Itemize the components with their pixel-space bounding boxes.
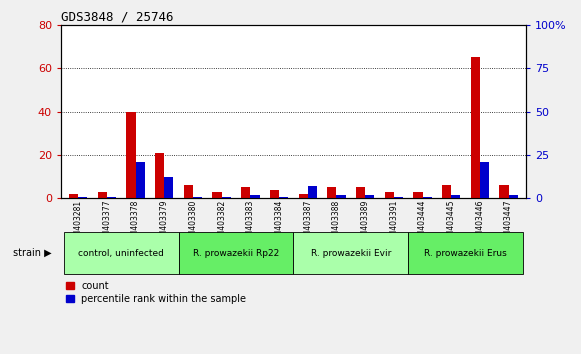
Bar (64, 233, 178, 274)
Bar (98, 192, 107, 198)
Bar (308, 186, 317, 198)
Text: R. prowazekii Rp22: R. prowazekii Rp22 (193, 249, 279, 258)
Text: GSM403446: GSM403446 (475, 200, 485, 246)
Bar (500, 185, 508, 198)
Bar (336, 195, 346, 198)
Bar (213, 192, 222, 198)
Bar (356, 187, 365, 198)
Text: R. prowazekii Erus: R. prowazekii Erus (424, 249, 507, 258)
Bar (69, 194, 78, 198)
Bar (365, 195, 374, 198)
Bar (164, 177, 174, 198)
Text: GDS3848 / 25746: GDS3848 / 25746 (61, 11, 174, 24)
Bar (135, 162, 145, 198)
Text: control, uninfected: control, uninfected (78, 249, 164, 258)
Bar (480, 162, 489, 198)
Bar (241, 187, 250, 198)
Bar (408, 233, 523, 274)
Bar (385, 192, 394, 198)
Bar (299, 194, 308, 198)
Text: R. prowazekii Evir: R. prowazekii Evir (311, 249, 391, 258)
Bar (155, 153, 164, 198)
Bar (327, 187, 336, 198)
Text: GSM403388: GSM403388 (332, 200, 341, 246)
Text: GSM403281: GSM403281 (74, 200, 83, 246)
Text: GSM403444: GSM403444 (418, 200, 427, 246)
Text: GSM403447: GSM403447 (504, 200, 513, 246)
Text: GSM403391: GSM403391 (389, 200, 399, 246)
Bar (78, 196, 87, 198)
Text: GSM403383: GSM403383 (246, 200, 255, 246)
Text: GSM403377: GSM403377 (102, 200, 112, 246)
Bar (184, 185, 193, 198)
Text: strain ▶: strain ▶ (13, 248, 52, 258)
Bar (193, 196, 202, 198)
Bar (127, 112, 135, 198)
Bar (413, 192, 422, 198)
Bar (270, 190, 279, 198)
Bar (508, 195, 518, 198)
Bar (442, 185, 451, 198)
Text: GSM403389: GSM403389 (361, 200, 370, 246)
Bar (107, 196, 116, 198)
Bar (293, 233, 408, 274)
Bar (451, 195, 460, 198)
Bar (422, 196, 432, 198)
Text: GSM403379: GSM403379 (160, 200, 169, 246)
Bar (178, 233, 293, 274)
Bar (250, 195, 260, 198)
Bar (222, 196, 231, 198)
Bar (394, 196, 403, 198)
Text: GSM403382: GSM403382 (217, 200, 226, 246)
Text: GSM403387: GSM403387 (303, 200, 312, 246)
Legend: count, percentile rank within the sample: count, percentile rank within the sample (66, 281, 246, 304)
Text: GSM403445: GSM403445 (447, 200, 456, 246)
Text: GSM403384: GSM403384 (275, 200, 284, 246)
Bar (471, 57, 480, 198)
Bar (279, 196, 288, 198)
Text: GSM403378: GSM403378 (131, 200, 140, 246)
Text: GSM403380: GSM403380 (188, 200, 198, 246)
